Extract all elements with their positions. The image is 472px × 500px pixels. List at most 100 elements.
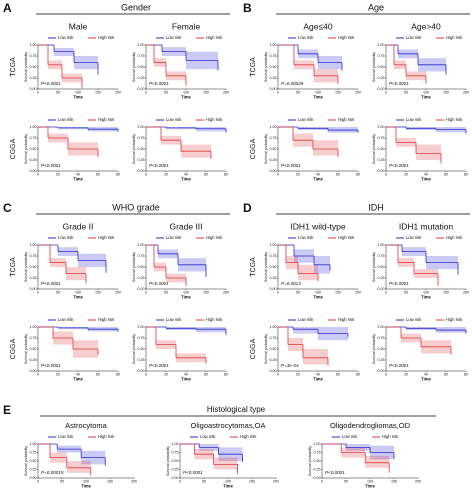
y-tick-label: 0.75 [270,254,277,258]
x-axis-label: Time [181,177,191,182]
y-tick-label: 0.75 [378,54,385,58]
legend-label: High risk [446,235,463,240]
x-tick-label: 200 [355,90,361,94]
x-tick-label: 150 [203,90,209,94]
panel-letter: B [243,1,252,15]
confidence-band [313,140,338,156]
legend-label: High risk [446,117,463,122]
legend-label: High risk [206,117,223,122]
legend-label: Low risk [298,117,314,122]
y-tick-label: 0.00 [30,476,37,480]
x-tick-label: 50 [56,90,60,94]
y-tick-label: 0.25 [270,158,277,162]
confidence-band [54,48,74,56]
y-tick-label: 0.00 [314,476,321,480]
y-tick-label: 0.50 [138,347,145,351]
y-tick-label: 0.00 [378,369,385,373]
x-tick-label: 200 [355,290,361,294]
x-tick-label: 20 [404,172,408,176]
p-value: P<0.0001 [183,470,203,475]
x-tick-label: 0 [385,372,387,376]
p-value: P<0.0001 [41,281,61,286]
x-tick-label: 100 [315,90,321,94]
column-label: Grade II [63,221,94,231]
y-tick-label: 0.00 [270,287,277,291]
x-tick-label: 100 [315,290,321,294]
x-tick-label: 0 [385,290,387,294]
y-axis-label: Survival probability [372,252,376,282]
legend-label: Low risk [58,317,74,322]
y-tick-label: 0.25 [30,158,37,162]
y-tick-label: 1.00 [30,243,37,247]
confidence-band [416,144,441,160]
x-tick-label: 150 [443,90,449,94]
y-tick-label: 0.00 [138,287,145,291]
x-axis-label: Time [181,377,191,382]
y-tick-label: 0.00 [270,87,277,91]
confidence-band [66,461,91,473]
y-tick-label: 0.25 [378,276,385,280]
y-tick-label: 0.50 [378,265,385,269]
y-tick-label: 0.50 [30,347,37,351]
panel-title: WHO grade [112,202,160,212]
x-tick-label: 60 [204,172,208,176]
y-tick-label: 0.50 [314,459,321,463]
y-axis-label: Survival probability [24,252,28,282]
legend-label: Low risk [58,117,74,122]
x-tick-label: 40 [184,172,188,176]
y-tick-label: 0.50 [30,265,37,269]
y-tick-label: 0.25 [378,358,385,362]
x-tick-label: 0 [37,90,39,94]
y-tick-label: 0.00 [30,169,37,173]
column-label: Age>40 [411,21,441,31]
confidence-band [213,457,238,470]
legend-label: High risk [206,317,223,322]
column-label: Astrocytoma [65,421,108,430]
x-tick-label: 0 [277,90,279,94]
column-label: Age≤40 [303,21,333,31]
legend-label: High risk [338,35,355,40]
x-tick-label: 100 [225,479,231,483]
x-tick-label: 40 [316,372,320,376]
legend-label: High risk [382,434,399,439]
y-axis-label: Survival probability [132,52,136,82]
legend-label: Low risk [166,235,182,240]
y-tick-label: 0.25 [30,358,37,362]
y-tick-label: 0.50 [270,147,277,151]
y-tick-label: 1.00 [30,325,37,329]
legend-label: High risk [98,35,115,40]
p-value: P<0.0001 [389,281,409,286]
y-tick-label: 0.75 [314,450,321,454]
x-tick-label: 150 [249,479,255,483]
x-tick-label: 50 [60,479,64,483]
x-axis-label: Time [313,377,323,382]
x-axis-label: Time [73,295,83,300]
x-tick-label: 20 [56,372,60,376]
confidence-band [196,127,226,132]
x-tick-label: 60 [96,172,100,176]
panel-letter: D [243,201,252,215]
p-value: P<0.0001 [281,163,301,168]
y-tick-label: 1.00 [30,43,37,47]
x-tick-label: 0 [145,90,147,94]
x-tick-label: 60 [336,172,340,176]
y-tick-label: 0.25 [270,358,277,362]
x-tick-label: 0 [145,372,147,376]
legend-label: Low risk [200,434,216,439]
p-value: P<0.0001 [149,363,169,368]
column-label: Male [69,21,88,31]
x-tick-label: 0 [37,290,39,294]
confidence-band [293,327,318,334]
y-tick-label: 0.00 [172,476,179,480]
x-tick-label: 80 [356,372,360,376]
row-label: TCGA [250,257,257,277]
x-tick-label: 150 [335,90,341,94]
panel-title: Histological type [207,405,266,414]
y-tick-label: 0.50 [378,147,385,151]
column-label: IDH1 mutation [399,221,454,231]
x-tick-label: 20 [56,172,60,176]
p-value: P<0.0001 [149,81,169,86]
y-tick-label: 0.75 [378,336,385,340]
x-tick-label: 200 [223,90,229,94]
